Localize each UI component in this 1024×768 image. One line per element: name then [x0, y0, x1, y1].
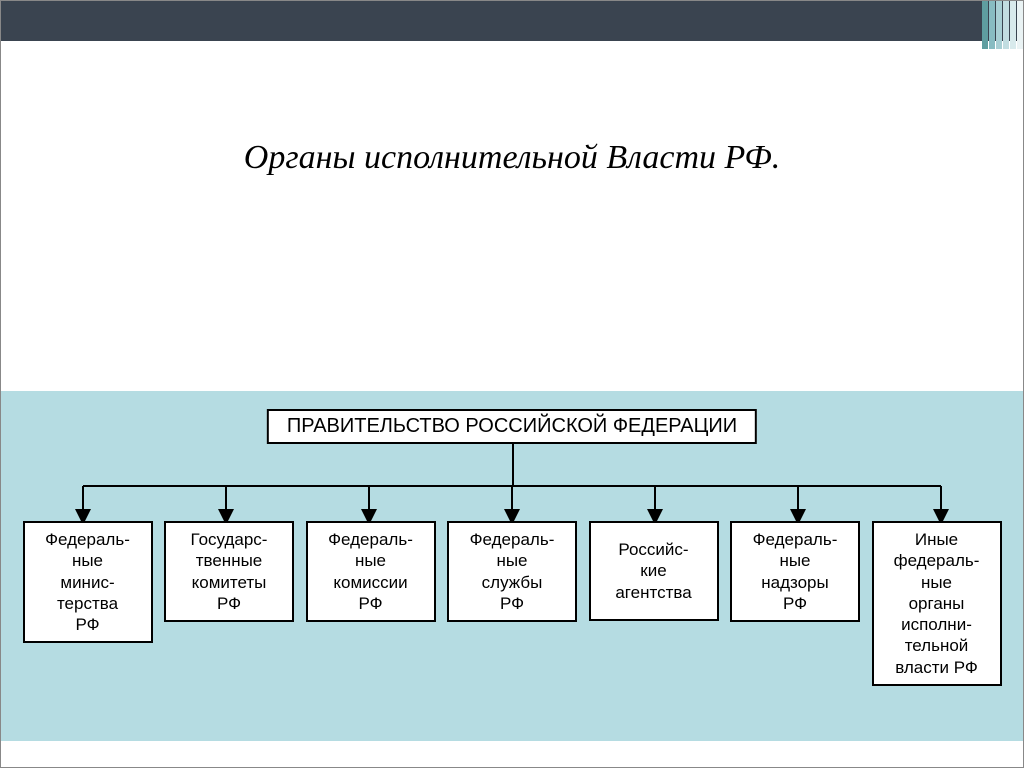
top-bar [1, 1, 1023, 49]
org-child-node: Российс- кие агентства [589, 521, 719, 621]
accent-stripe [989, 1, 995, 49]
diagram-region: ПРАВИТЕЛЬСТВО РОССИЙСКОЙ ФЕДЕРАЦИИ Федер… [1, 391, 1023, 741]
slide: Органы исполнительной Власти РФ. ПРАВИТЕ… [0, 0, 1024, 768]
accent-stripe [1003, 1, 1009, 49]
org-child-node: Федераль- ные минис- терства РФ [23, 521, 153, 643]
top-bar-accent [981, 1, 1023, 49]
title-area: Органы исполнительной Власти РФ. [1, 49, 1023, 197]
children-row: Федераль- ные минис- терства РФГосударс-… [1, 521, 1023, 686]
accent-stripe [1017, 1, 1023, 49]
org-child-node: Федераль- ные надзоры РФ [730, 521, 860, 622]
org-child-node: Государс- твенные комитеты РФ [164, 521, 294, 622]
org-child-node: Иные федераль- ные органы исполни- тельн… [872, 521, 1002, 686]
org-root-node: ПРАВИТЕЛЬСТВО РОССИЙСКОЙ ФЕДЕРАЦИИ [267, 409, 757, 444]
org-child-node: Федераль- ные комиссии РФ [306, 521, 436, 622]
org-child-node: Федераль- ные службы РФ [447, 521, 577, 622]
accent-stripe [982, 1, 988, 49]
accent-stripe [996, 1, 1002, 49]
slide-title: Органы исполнительной Власти РФ. [61, 139, 963, 177]
diagram-inner: ПРАВИТЕЛЬСТВО РОССИЙСКОЙ ФЕДЕРАЦИИ Федер… [1, 391, 1023, 741]
top-bar-main [1, 1, 1023, 41]
accent-stripe [1010, 1, 1016, 49]
